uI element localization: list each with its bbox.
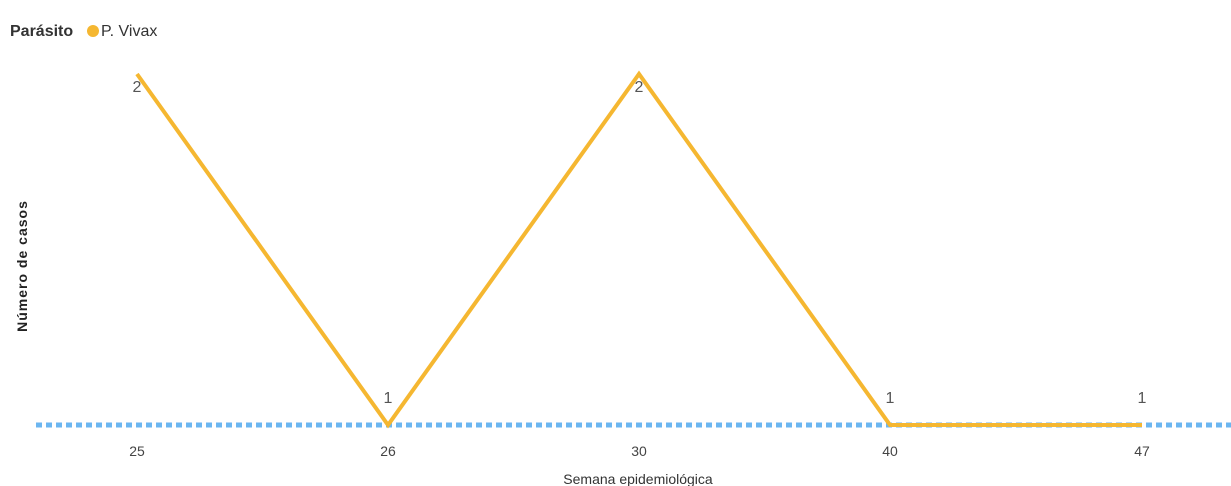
data-label-26: 1 bbox=[384, 390, 393, 407]
x-tick-label-25: 25 bbox=[129, 443, 145, 459]
x-tick-label-40: 40 bbox=[882, 443, 898, 459]
x-tick-label-26: 26 bbox=[380, 443, 396, 459]
data-label-30: 2 bbox=[635, 79, 644, 96]
legend-title: Parásito bbox=[10, 23, 73, 40]
series-line-p-vivax bbox=[135, 70, 1142, 429]
legend: Parásito P. Vivax bbox=[10, 23, 157, 40]
data-label-40: 1 bbox=[886, 390, 895, 407]
data-labels: 2 1 2 1 1 bbox=[133, 79, 1147, 407]
legend-label-p-vivax: P. Vivax bbox=[101, 23, 157, 40]
x-tick-label-47: 47 bbox=[1134, 443, 1150, 459]
x-axis-ticks: 25 26 30 40 47 bbox=[129, 443, 1150, 459]
x-axis-title: Semana epidemiológica bbox=[563, 471, 713, 486]
data-label-47: 1 bbox=[1138, 390, 1147, 407]
y-axis-title: Número de casos bbox=[14, 200, 30, 332]
x-tick-label-30: 30 bbox=[631, 443, 647, 459]
legend-marker-p-vivax bbox=[87, 25, 99, 37]
data-label-25: 2 bbox=[133, 79, 142, 96]
